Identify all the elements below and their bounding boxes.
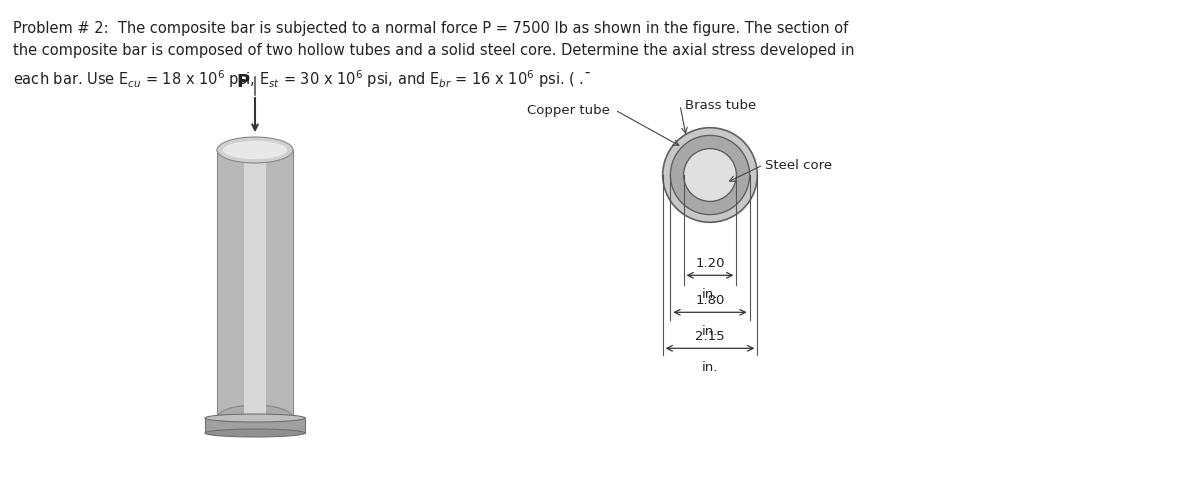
Circle shape xyxy=(662,129,757,223)
Text: Problem # 2:  The composite bar is subjected to a normal force P = 7500 lb as sh: Problem # 2: The composite bar is subjec… xyxy=(13,21,854,90)
Text: Brass tube: Brass tube xyxy=(685,99,756,112)
Circle shape xyxy=(671,136,750,215)
Text: Copper tube: Copper tube xyxy=(527,104,610,117)
Ellipse shape xyxy=(205,414,305,422)
Text: 1.20: 1.20 xyxy=(695,257,725,270)
Text: in.: in. xyxy=(702,324,718,337)
Ellipse shape xyxy=(223,142,287,160)
Text: 1.80: 1.80 xyxy=(695,294,725,307)
Ellipse shape xyxy=(205,429,305,437)
Text: in.: in. xyxy=(702,288,718,300)
Text: in.: in. xyxy=(702,360,718,373)
Text: Steel core: Steel core xyxy=(766,159,832,172)
Ellipse shape xyxy=(217,138,293,164)
Polygon shape xyxy=(217,151,293,418)
Polygon shape xyxy=(205,418,305,433)
Circle shape xyxy=(684,149,737,202)
Ellipse shape xyxy=(217,405,293,431)
Text: 2.15: 2.15 xyxy=(695,330,725,343)
Text: P: P xyxy=(236,73,250,91)
Polygon shape xyxy=(244,151,266,418)
